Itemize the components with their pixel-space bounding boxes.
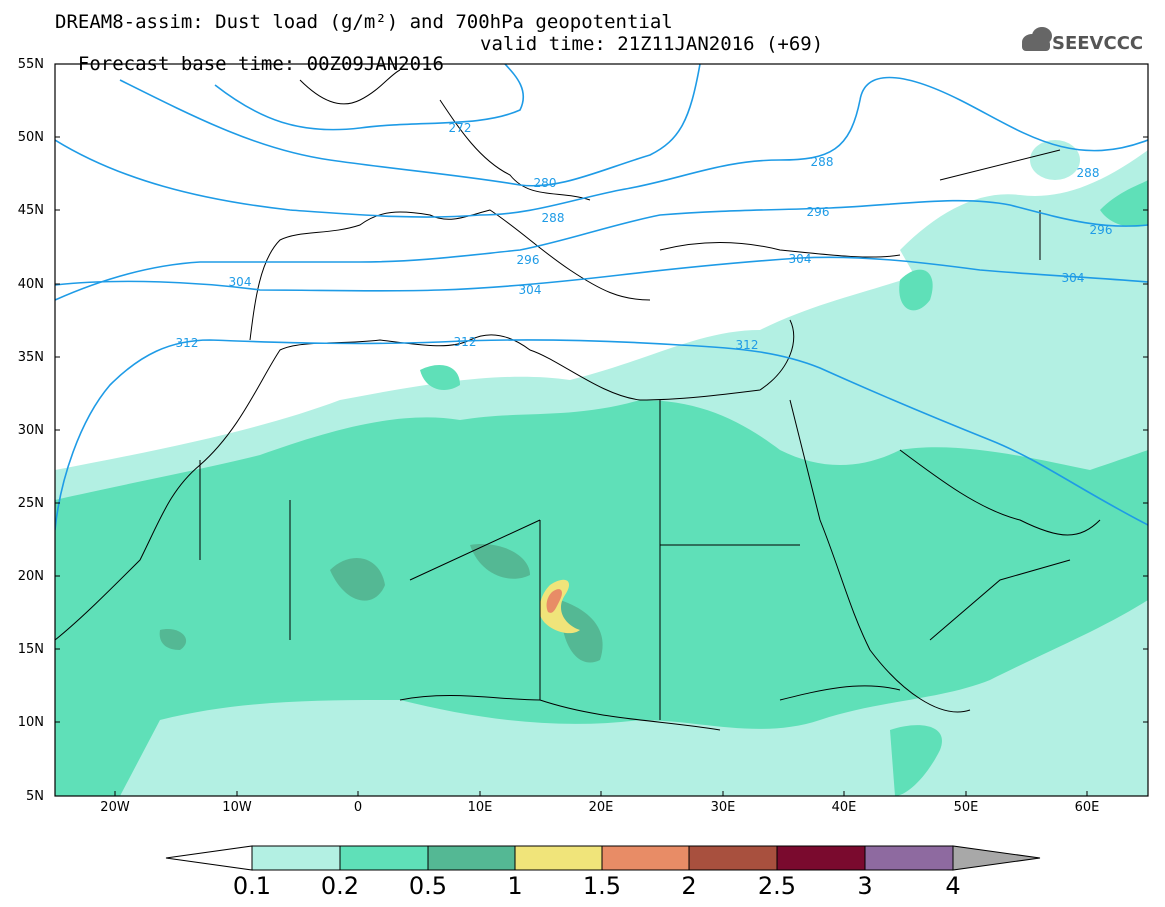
lat-label: 45N: [17, 203, 44, 218]
lon-label: 10W: [222, 800, 252, 815]
dust-area-dark: [159, 544, 603, 663]
colorbar-high-arrow: [952, 845, 1041, 871]
contour-304: [55, 256, 1148, 292]
contour-label: 272: [449, 121, 472, 135]
lat-label: 15N: [17, 642, 44, 657]
contour-280: [119, 64, 701, 187]
contour-label: 280: [534, 176, 557, 190]
forecast-times: Forecast base time: 00Z09JAN2016 valid t…: [55, 34, 823, 94]
contour-288-a: [55, 76, 1148, 218]
cloud-logo-icon: [1022, 27, 1052, 51]
coastlines: [55, 69, 1101, 731]
colorbar-segment: [339, 845, 429, 871]
contour-label: 312: [454, 335, 477, 349]
dust-area-medium: [55, 180, 1148, 796]
contour-272: [214, 64, 525, 131]
lat-label: 10N: [17, 715, 44, 730]
colorbar-segment: [601, 845, 690, 871]
geopotential-contours: [55, 64, 1148, 531]
dust-area-yellow: [539, 579, 580, 634]
contour-label: 296: [1090, 223, 1113, 237]
lat-label: 5N: [26, 789, 44, 804]
contour-label: 304: [229, 275, 252, 289]
colorbar-label: 2.5: [757, 872, 797, 900]
lat-label: 40N: [17, 277, 44, 292]
colorbar-low-arrow: [165, 845, 253, 871]
colorbar-segment: [688, 845, 778, 871]
lon-label: 40E: [831, 800, 857, 815]
lat-label: 50N: [17, 130, 44, 145]
colorbar-segment: [864, 845, 954, 871]
map-title: DREAM8-assim: Dust load (g/m²) and 700hP…: [55, 11, 673, 33]
contour-312: [55, 339, 1148, 531]
lat-label: 30N: [17, 423, 44, 438]
colorbar-label: 1.5: [582, 872, 622, 900]
lat-label: 35N: [17, 350, 44, 365]
colorbar-label: 2: [681, 872, 697, 900]
lon-label: 20W: [100, 800, 130, 815]
lon-label: 0: [353, 800, 363, 815]
contour-label: 304: [519, 283, 542, 297]
colorbar-label: 4: [945, 872, 961, 900]
axis-ticks: [55, 63, 1148, 797]
contour-label: 312: [736, 338, 759, 352]
base-time: Forecast base time: 00Z09JAN2016: [77, 53, 444, 75]
colorbar-label: 0.2: [320, 872, 360, 900]
lon-label: 20E: [588, 800, 614, 815]
contour-label: 288: [542, 211, 565, 225]
colorbar-segment: [251, 845, 341, 871]
colorbar: [165, 845, 1041, 871]
colorbar-segment: [427, 845, 516, 871]
dust-area-orange: [546, 589, 563, 613]
logo-text: SEEVCCC: [1052, 33, 1144, 54]
lon-label: 10E: [467, 800, 493, 815]
lat-label: 25N: [17, 496, 44, 511]
colorbar-label: 0.1: [232, 872, 272, 900]
contour-label: 288: [811, 155, 834, 169]
colorbar-label: 3: [857, 872, 873, 900]
contour-296: [55, 199, 1148, 301]
colorbar-segment: [514, 845, 603, 871]
lon-label: 50E: [953, 800, 979, 815]
colorbar-label: 1: [507, 872, 523, 900]
colorbar-label: 0.5: [408, 872, 448, 900]
contour-label: 304: [1062, 271, 1085, 285]
lat-label: 55N: [17, 57, 44, 72]
colorbar-segment: [776, 845, 866, 871]
lat-label: 20N: [17, 569, 44, 584]
valid-time: valid time: 21Z11JAN2016 (+69): [480, 33, 824, 55]
contour-label: 304: [789, 252, 812, 266]
contour-label: 296: [807, 205, 830, 219]
contour-label: 288: [1077, 166, 1100, 180]
lon-label: 30E: [710, 800, 736, 815]
contour-label: 312: [176, 336, 199, 350]
lon-label: 60E: [1074, 800, 1100, 815]
contour-label: 296: [517, 253, 540, 267]
